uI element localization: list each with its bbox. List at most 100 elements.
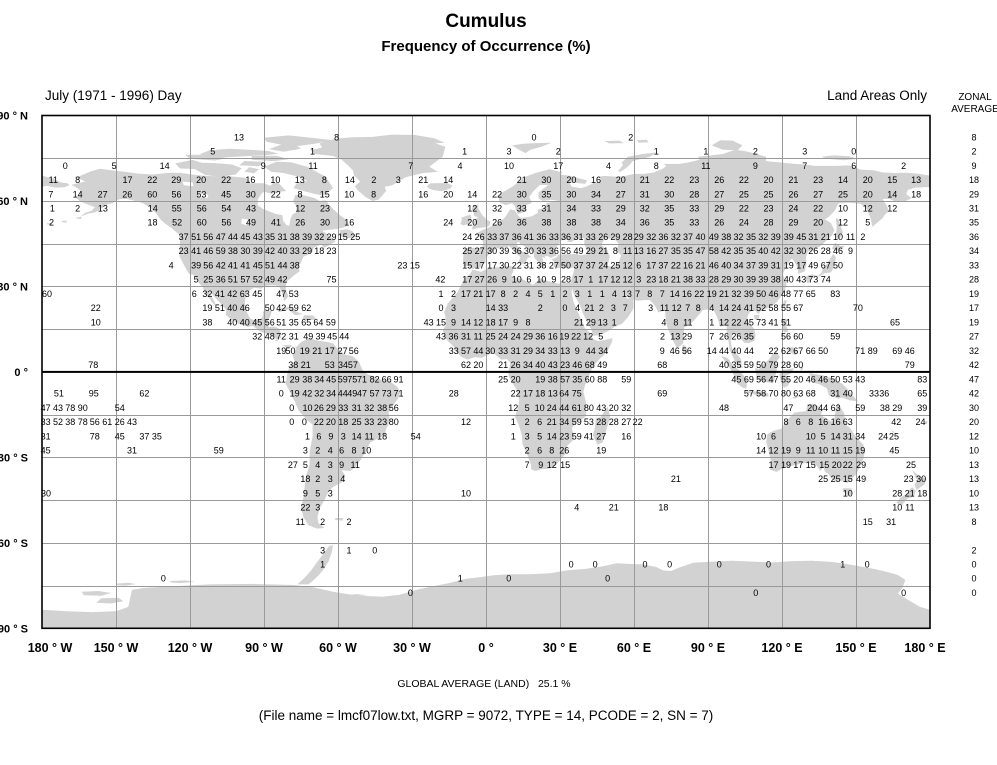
svg-text:12: 12 (838, 218, 848, 228)
svg-text:71: 71 (357, 374, 367, 384)
svg-text:4: 4 (328, 446, 333, 456)
svg-text:27: 27 (98, 189, 108, 199)
svg-text:16: 16 (591, 175, 601, 185)
svg-text:42: 42 (435, 275, 445, 285)
svg-text:50: 50 (756, 289, 766, 299)
svg-text:3: 3 (525, 431, 530, 441)
svg-text:17: 17 (487, 261, 497, 271)
svg-text:14: 14 (707, 346, 717, 356)
svg-text:46: 46 (572, 360, 582, 370)
svg-text:55: 55 (781, 374, 791, 384)
svg-text:35: 35 (541, 189, 551, 199)
svg-text:11: 11 (351, 460, 360, 470)
svg-text:48: 48 (781, 289, 791, 299)
svg-text:74: 74 (821, 275, 831, 285)
svg-text:23: 23 (559, 431, 569, 441)
svg-text:5: 5 (112, 161, 117, 171)
svg-text:42: 42 (265, 246, 275, 256)
svg-text:34: 34 (326, 389, 336, 399)
svg-text:ZONAL: ZONAL (958, 92, 992, 103)
svg-text:20: 20 (863, 175, 873, 185)
svg-text:6: 6 (537, 446, 542, 456)
svg-text:9: 9 (660, 346, 665, 356)
svg-text:44: 44 (228, 232, 238, 242)
svg-text:25: 25 (462, 246, 472, 256)
svg-text:1: 1 (654, 147, 659, 157)
svg-text:50: 50 (561, 261, 571, 271)
svg-text:10: 10 (361, 446, 371, 456)
svg-text:1: 1 (346, 545, 351, 555)
svg-text:30: 30 (796, 246, 806, 256)
svg-text:2: 2 (75, 204, 80, 214)
svg-text:10: 10 (512, 275, 522, 285)
svg-text:0: 0 (851, 147, 856, 157)
svg-text:38: 38 (228, 246, 238, 256)
svg-text:39: 39 (746, 275, 756, 285)
svg-text:30: 30 (240, 246, 250, 256)
svg-text:64: 64 (313, 317, 323, 327)
svg-text:33: 33 (487, 232, 497, 242)
svg-text:22: 22 (512, 261, 522, 271)
svg-text:22: 22 (492, 189, 502, 199)
svg-text:18: 18 (300, 474, 310, 484)
svg-text:45: 45 (41, 446, 51, 456)
svg-text:21: 21 (574, 317, 584, 327)
svg-text:26: 26 (492, 218, 502, 228)
svg-text:24: 24 (443, 218, 453, 228)
svg-text:47: 47 (276, 289, 286, 299)
svg-text:13: 13 (548, 389, 558, 399)
svg-text:11: 11 (308, 161, 317, 171)
svg-text:57: 57 (461, 346, 471, 356)
svg-text:19: 19 (276, 346, 286, 356)
svg-text:37: 37 (658, 261, 668, 271)
svg-text:22: 22 (571, 332, 581, 342)
svg-text:69: 69 (657, 389, 667, 399)
svg-text:21: 21 (584, 303, 594, 313)
svg-text:1: 1 (612, 317, 617, 327)
svg-text:27: 27 (475, 246, 485, 256)
svg-text:21: 21 (301, 360, 311, 370)
svg-text:27: 27 (969, 332, 979, 342)
svg-text:15: 15 (863, 517, 873, 527)
svg-text:4: 4 (575, 303, 580, 313)
svg-text:26: 26 (314, 403, 324, 413)
svg-text:8: 8 (334, 132, 339, 142)
svg-text:24: 24 (498, 332, 508, 342)
svg-text:10: 10 (270, 175, 280, 185)
svg-text:30: 30 (485, 346, 495, 356)
svg-text:28: 28 (781, 360, 791, 370)
svg-text:2: 2 (315, 474, 320, 484)
svg-text:19: 19 (969, 289, 979, 299)
svg-text:9: 9 (848, 246, 853, 256)
svg-text:45: 45 (326, 374, 336, 384)
svg-text:9: 9 (328, 431, 333, 441)
svg-text:79: 79 (905, 360, 915, 370)
svg-text:17: 17 (461, 289, 471, 299)
svg-text:38: 38 (377, 403, 387, 413)
svg-text:25: 25 (906, 460, 916, 470)
svg-text:9: 9 (796, 446, 801, 456)
svg-text:47: 47 (41, 403, 51, 413)
svg-text:27: 27 (621, 417, 631, 427)
svg-text:14: 14 (160, 161, 170, 171)
svg-text:22: 22 (511, 389, 521, 399)
svg-text:17: 17 (768, 460, 778, 470)
svg-text:3: 3 (451, 303, 456, 313)
svg-text:79: 79 (768, 360, 778, 370)
svg-text:56: 56 (90, 417, 100, 427)
svg-text:45: 45 (252, 317, 262, 327)
svg-text:16: 16 (245, 175, 255, 185)
svg-text:12: 12 (768, 446, 778, 456)
svg-text:22: 22 (739, 204, 749, 214)
svg-text:6: 6 (316, 431, 321, 441)
svg-text:2: 2 (971, 545, 976, 555)
svg-text:11: 11 (277, 374, 286, 384)
svg-text:6: 6 (771, 431, 776, 441)
svg-text:16: 16 (418, 189, 428, 199)
svg-text:33: 33 (549, 232, 559, 242)
svg-text:12: 12 (887, 204, 897, 214)
svg-text:40: 40 (240, 317, 250, 327)
svg-text:15: 15 (819, 460, 829, 470)
svg-text:11: 11 (49, 175, 58, 185)
svg-text:41: 41 (744, 303, 754, 313)
